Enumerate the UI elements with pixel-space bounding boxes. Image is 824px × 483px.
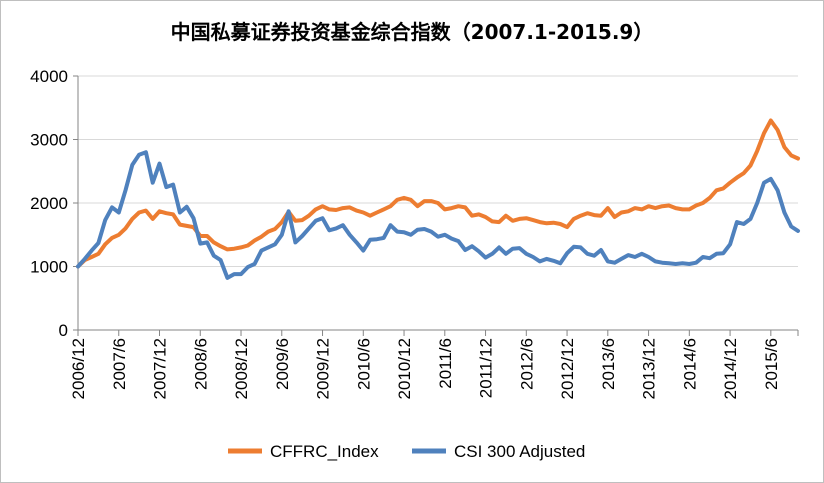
x-tick-label: 2007/12 [151, 338, 170, 399]
y-tick-label: 3000 [30, 131, 68, 150]
x-tick-label: 2006/12 [69, 338, 88, 399]
x-tick-label: 2008/6 [191, 338, 210, 390]
x-tick-label: 2010/12 [395, 338, 414, 399]
y-tick-label: 4000 [30, 67, 68, 86]
x-tick-label: 2010/6 [354, 338, 373, 390]
x-tick-label: 2011/12 [477, 338, 496, 398]
y-tick-label: 2000 [30, 194, 68, 213]
y-tick-label: 1000 [30, 258, 68, 277]
x-tick-label: 2013/6 [599, 338, 618, 390]
series-line-cffrc-index [76, 118, 800, 269]
x-tick-label: 2009/12 [314, 338, 333, 399]
x-tick-label: 2009/6 [273, 338, 292, 390]
x-tick-label: 2014/12 [721, 338, 740, 399]
axis-layer: 0 1000 2000 3000 4000 2006/12 2007/6 2007/12 200… [30, 67, 799, 399]
x-tick-label: 2008/12 [232, 338, 251, 399]
y-tick-label: 0 [59, 321, 68, 340]
series-line-csi300-adjusted [76, 150, 800, 280]
legend: CFFRC_Index CSI 300 Adjusted [228, 442, 585, 461]
x-tick-label: 2013/12 [640, 338, 659, 399]
chart-title: 中国私募证券投资基金综合指数（2007.1-2015.9） [170, 20, 654, 44]
series-layer [76, 118, 800, 280]
legend-label-cffrc: CFFRC_Index [270, 442, 379, 461]
x-tick-label: 2012/12 [558, 338, 577, 399]
x-tick-label: 2015/6 [762, 338, 781, 390]
legend-label-csi300: CSI 300 Adjusted [454, 442, 585, 461]
x-tick-label: 2011/6 [436, 338, 455, 389]
x-tick-label: 2012/6 [517, 338, 536, 390]
x-tick-label: 2014/6 [680, 338, 699, 390]
x-tick-label: 2007/6 [110, 338, 129, 390]
